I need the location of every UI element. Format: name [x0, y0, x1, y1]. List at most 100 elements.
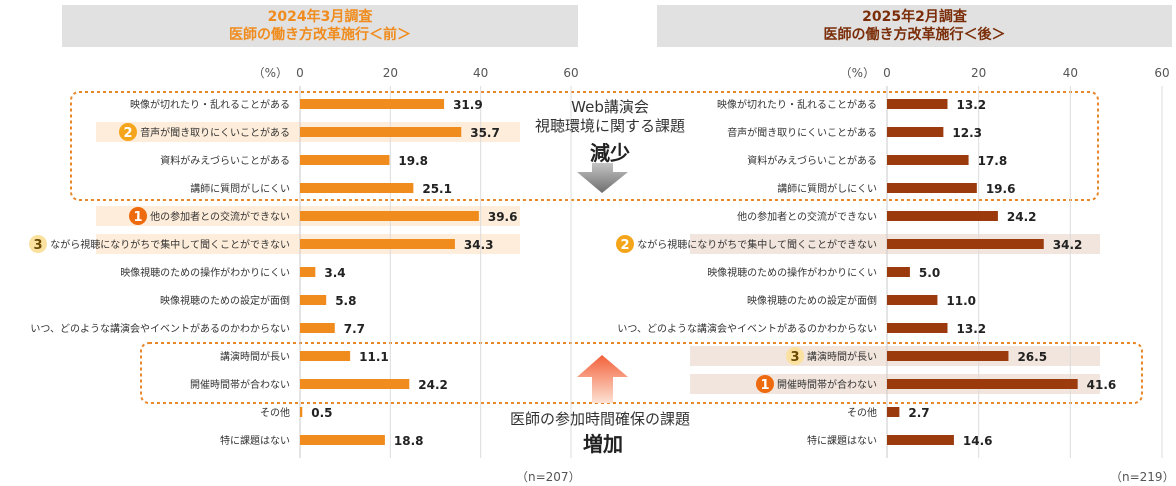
right-value-label: 2.7 [908, 406, 929, 420]
left-value-label: 34.3 [464, 238, 494, 252]
left-bar [300, 295, 327, 305]
right-sample-size: （n=219） [1110, 470, 1175, 484]
left-bar [300, 239, 455, 249]
left-value-label: 35.7 [470, 126, 500, 140]
left-value-label: 0.5 [311, 406, 332, 420]
decrease-arrow-icon [577, 163, 628, 193]
right-tick-label: 20 [971, 66, 986, 80]
right-rank-badge [786, 347, 804, 365]
viewing-issues-box [70, 91, 1099, 201]
left-tick-label: 60 [563, 66, 578, 80]
left-header-title: 医師の働き方改革施行＜前＞ [229, 27, 411, 43]
right-category-label: 開催時間帯が合わない [777, 378, 877, 391]
right-category-label: 特に課題はない [807, 434, 877, 447]
left-header-year: 2024年3月調査 [267, 9, 373, 25]
left-category-label: 映像視聴のための設定が面倒 [160, 294, 290, 307]
right-unit-label: （%） [840, 66, 875, 80]
right-category-label: 映像視聴のための設定が面倒 [747, 294, 877, 307]
increase-label: 増加 [583, 432, 623, 456]
left-bar [300, 407, 303, 417]
left-bar [300, 99, 445, 109]
right-header-title: 医師の働き方改革施行＜後＞ [823, 27, 1006, 43]
left-rank-badge [129, 207, 147, 225]
time-issues-box [140, 342, 1143, 404]
left-value-label: 24.2 [418, 378, 448, 392]
left-category-label: ながら視聴になりがちで集中して聞くことができない [50, 238, 290, 251]
left-category-label: 映像視聴のための操作がわかりにくい [120, 266, 290, 279]
left-value-label: 7.7 [344, 322, 365, 336]
right-bar [887, 407, 900, 417]
left-category-label: その他 [260, 406, 290, 419]
right-value-label: 11.0 [946, 294, 976, 308]
decrease-label: 減少 [590, 141, 630, 165]
left-value-label: 39.6 [488, 210, 518, 224]
right-value-label: 34.2 [1053, 238, 1083, 252]
viewing-issues-label-line1: Web講演会 [571, 98, 649, 116]
left-bar [300, 155, 390, 165]
left-bar [300, 211, 479, 221]
left-tick-label: 40 [473, 66, 488, 80]
right-value-label: 5.0 [919, 266, 940, 280]
right-bar [887, 239, 1044, 249]
right-value-label: 17.8 [978, 154, 1008, 168]
right-rank-number: 2 [620, 238, 629, 253]
right-rank-badge [616, 235, 634, 253]
left-category-label: 資料がみえづらいことがある [160, 154, 290, 167]
right-value-label: 24.2 [1007, 210, 1037, 224]
right-value-label: 19.6 [986, 182, 1016, 196]
left-tick-label: 20 [383, 66, 398, 80]
left-rank-number: 1 [133, 210, 142, 225]
left-category-label: 音声が聞き取りにくいことがある [140, 126, 290, 139]
left-value-label: 25.1 [422, 182, 452, 196]
left-category-label: 特に課題はない [220, 434, 290, 447]
right-survey-header: 2025年2月調査 医師の働き方改革施行＜後＞ [657, 5, 1172, 47]
left-bar [300, 127, 462, 137]
left-value-label: 31.9 [453, 98, 483, 112]
left-value-label: 5.8 [335, 294, 356, 308]
left-bar [300, 351, 351, 361]
right-bar [887, 127, 944, 137]
right-category-label: 映像視聴のための操作がわかりにくい [707, 266, 877, 279]
left-category-label: 開催時間帯が合わない [190, 378, 290, 391]
left-bar [300, 435, 385, 445]
left-bar [300, 323, 335, 333]
left-category-label: いつ、どのような講演会やイベントがあるのかわからない [30, 322, 290, 335]
left-rank-badge [29, 235, 47, 253]
left-tick-label: 0 [296, 66, 304, 80]
right-bar [887, 351, 1009, 361]
left-sample-size: （n=207） [516, 470, 581, 484]
right-category-label: 講演時間が長い [807, 350, 877, 363]
left-rank-number: 2 [123, 126, 132, 141]
left-value-label: 11.1 [359, 350, 389, 364]
right-bar [887, 379, 1078, 389]
right-value-label: 13.2 [957, 98, 987, 112]
right-category-label: ながら視聴になりがちで集中して聞くことができない [637, 238, 877, 251]
right-bar [887, 183, 977, 193]
left-rank-badge [119, 123, 137, 141]
right-category-label: いつ、どのような講演会やイベントがあるのかわからない [617, 322, 877, 335]
left-category-label: 映像が切れたり・乱れることがある [130, 98, 290, 111]
left-value-label: 18.8 [394, 434, 424, 448]
right-rank-badge [756, 375, 774, 393]
right-bar [887, 99, 948, 109]
right-value-label: 14.6 [963, 434, 993, 448]
right-rank-number: 1 [760, 378, 769, 393]
left-survey-header: 2024年3月調査 医師の働き方改革施行＜前＞ [62, 5, 578, 47]
left-category-label: 他の参加者との交流ができない [150, 210, 290, 223]
right-category-label: 音声が聞き取りにくいことがある [727, 126, 877, 139]
right-bar [887, 295, 938, 305]
right-value-label: 12.3 [952, 126, 982, 140]
right-rank-number: 3 [790, 350, 799, 365]
increase-arrow-icon [577, 355, 628, 403]
right-category-label: その他 [847, 406, 877, 419]
right-bar [887, 435, 954, 445]
right-tick-label: 60 [1154, 66, 1169, 80]
right-bar [887, 211, 998, 221]
left-bar [300, 379, 410, 389]
left-rank-number: 3 [33, 238, 42, 253]
right-bar [887, 155, 969, 165]
right-bar [887, 323, 948, 333]
left-bar [300, 267, 316, 277]
left-value-label: 19.8 [398, 154, 428, 168]
